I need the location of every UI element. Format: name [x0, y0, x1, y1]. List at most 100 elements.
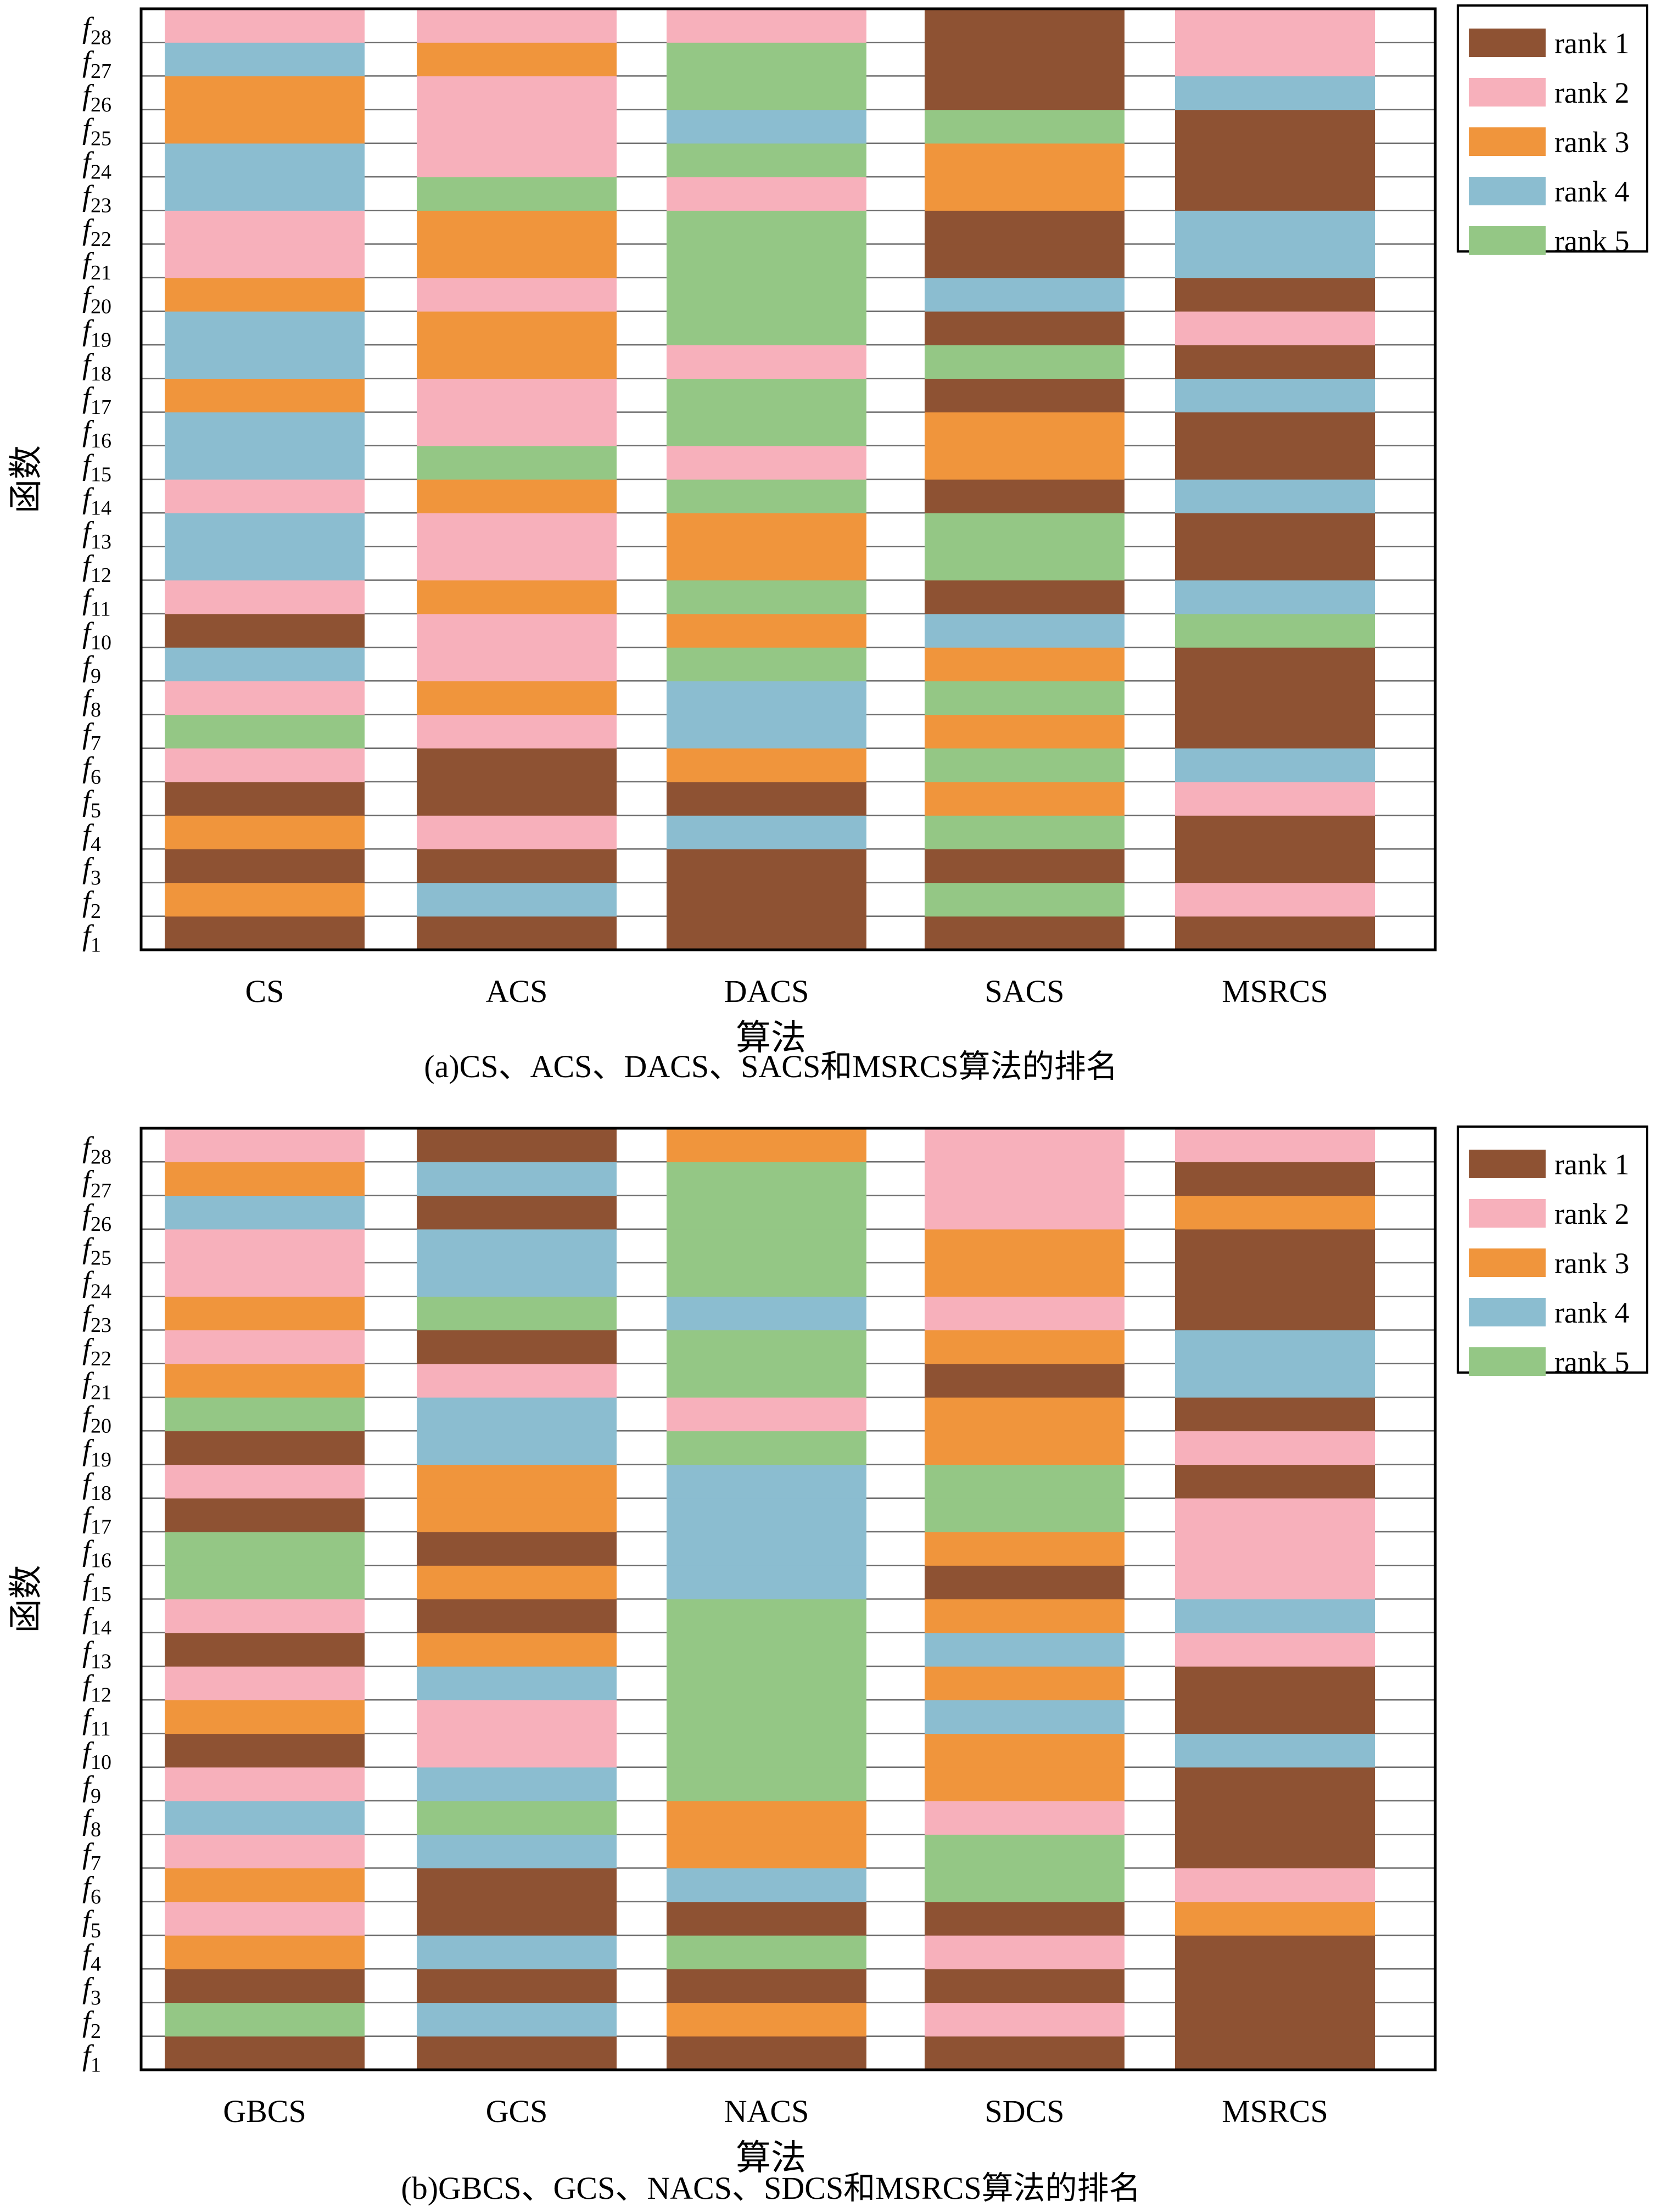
y-tick-label: f15 — [82, 1568, 111, 1606]
rank-cell — [1175, 311, 1375, 345]
rank-cell — [925, 345, 1124, 379]
rank-cell — [417, 1935, 617, 1969]
rank-cell — [925, 815, 1124, 849]
rank-cell — [1175, 1229, 1375, 1263]
rank-cell — [1175, 1599, 1375, 1633]
rank-cell — [667, 613, 866, 648]
rank-cell — [667, 210, 866, 245]
rank-cell — [165, 1733, 365, 1768]
rank-cell — [165, 1128, 365, 1162]
rank-cell — [667, 513, 866, 547]
rank-cell — [667, 1969, 866, 2003]
rank-cell — [165, 2002, 365, 2037]
y-tick-label: f23 — [82, 1299, 111, 1337]
rank-cell — [165, 815, 365, 849]
rank-cell — [667, 1901, 866, 1936]
rank-cell — [925, 109, 1124, 144]
rank-cell — [925, 1128, 1124, 1162]
rank-cell — [165, 378, 365, 413]
rank-cell — [1175, 1700, 1375, 1734]
rank-cell — [667, 109, 866, 144]
rank-cell — [925, 1397, 1124, 1431]
rank-cell — [925, 1632, 1124, 1667]
rank-cell — [417, 1834, 617, 1869]
rank-cell — [925, 1733, 1124, 1768]
legend-swatch — [1469, 1150, 1546, 1178]
y-tick-label: f5 — [82, 1904, 101, 1942]
y-tick-label: f20 — [82, 280, 111, 318]
rank-cell — [925, 1901, 1124, 1936]
rank-cell — [417, 546, 617, 581]
rank-cell — [1175, 2036, 1375, 2070]
rank-cell — [1175, 748, 1375, 782]
rank-cell — [667, 1195, 866, 1230]
rank-cell — [925, 849, 1124, 883]
rank-cell — [925, 1363, 1124, 1398]
y-tick-label: f6 — [82, 751, 101, 788]
y-tick-label: f21 — [82, 247, 111, 284]
y-tick-label: f18 — [82, 348, 111, 385]
legend-swatch — [1469, 78, 1546, 107]
rank-cell — [417, 748, 617, 782]
rank-cell — [1175, 1464, 1375, 1499]
rank-cell — [165, 1431, 365, 1465]
legend: rank 1 rank 2 rank 3 rank 4 rank 5 — [1457, 4, 1648, 257]
rank-cell — [417, 378, 617, 413]
rank-cell — [925, 681, 1124, 715]
y-tick-label: f26 — [82, 1198, 111, 1236]
rank-cell — [925, 177, 1124, 211]
y-tick-label: f24 — [82, 1265, 111, 1303]
y-tick-label: f10 — [82, 1736, 111, 1774]
rank-cell — [1175, 143, 1375, 177]
y-tick-label: f21 — [82, 1366, 111, 1404]
figure-caption: (b)GBCS、GCS、NACS、SDCS和MSRCS算法的排名 — [401, 2170, 1140, 2206]
legend-label: rank 3 — [1554, 126, 1629, 159]
rank-cell — [667, 479, 866, 513]
rank-cell — [667, 2036, 866, 2070]
y-tick-label: f27 — [82, 45, 111, 83]
rank-cell — [165, 1330, 365, 1364]
rank-cell — [925, 277, 1124, 312]
rank-cell — [165, 177, 365, 211]
rank-cell — [925, 210, 1124, 245]
rank-cell — [1175, 1868, 1375, 1902]
rank-cell — [165, 76, 365, 110]
rank-cell — [1175, 277, 1375, 312]
rank-cell — [417, 1431, 617, 1465]
rank-cell — [417, 345, 617, 379]
rank-cell — [1175, 916, 1375, 950]
rank-cell — [667, 2002, 866, 2037]
y-tick-label: f17 — [82, 1500, 111, 1538]
rank-cell — [165, 1363, 365, 1398]
rank-cell — [1175, 1397, 1375, 1431]
rank-cell — [667, 1397, 866, 1431]
rank-cell — [925, 1431, 1124, 1465]
rank-cell — [165, 1532, 365, 1566]
x-tick-label-sdcs: SDCS — [984, 2093, 1064, 2129]
rank-cell — [667, 1599, 866, 1633]
rank-cell — [165, 109, 365, 144]
rank-cell — [925, 1330, 1124, 1364]
legend-label: rank 2 — [1554, 1197, 1629, 1230]
y-tick-label: f11 — [82, 1703, 111, 1740]
rank-cell — [925, 647, 1124, 681]
rank-cell — [1175, 1632, 1375, 1667]
rank-cell — [417, 1901, 617, 1936]
rank-cell — [667, 882, 866, 917]
rank-cell — [1175, 1834, 1375, 1869]
rank-cell — [1175, 2002, 1375, 2037]
rank-cell — [667, 681, 866, 715]
rank-cell — [417, 781, 617, 816]
rank-cell — [417, 1162, 617, 1196]
y-tick-label: f12 — [82, 549, 111, 587]
rank-cell — [925, 445, 1124, 480]
rank-cell — [1175, 1330, 1375, 1364]
rank-cell — [165, 445, 365, 480]
rank-cell — [925, 1296, 1124, 1331]
rank-cell — [417, 311, 617, 345]
y-tick-label: f5 — [82, 785, 101, 822]
rank-cell — [417, 1733, 617, 1768]
figure-caption: (a)CS、ACS、DACS、SACS和MSRCS算法的排名 — [424, 1049, 1117, 1084]
rank-cell — [925, 781, 1124, 816]
